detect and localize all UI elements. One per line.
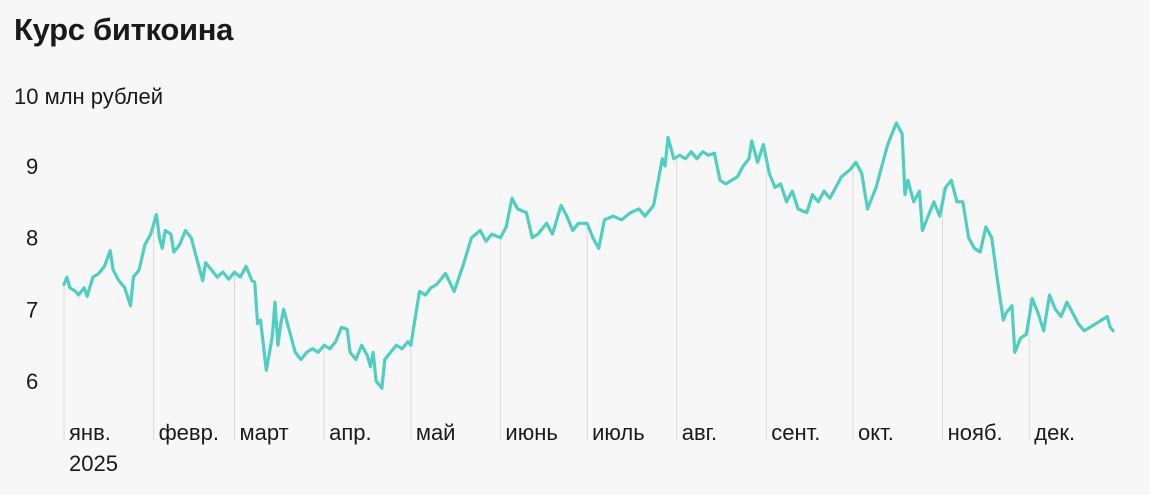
series-line [62, 121, 1115, 390]
x-year-label: 2025 [69, 451, 118, 476]
x-tick-label: март [240, 420, 289, 445]
y-axis: 6 7 8 9 [26, 154, 38, 394]
x-tick-label: янв. [69, 420, 111, 445]
y-tick-label: 9 [26, 154, 38, 179]
y-tick-label: 8 [26, 226, 38, 251]
y-axis-unit-label: 10 млн рублей [14, 84, 164, 109]
x-tick-label: авг. [682, 420, 717, 445]
chart-title: Курс биткоина [14, 12, 234, 47]
x-tick-label: май [416, 420, 456, 445]
x-axis: янв. февр. март апр. май июнь июль авг. сент. окт… [69, 420, 1075, 476]
x-tick-label: июль [592, 420, 645, 445]
x-tick-label: нояб. [948, 420, 1003, 445]
x-tick-label: апр. [329, 420, 372, 445]
x-tick-label: дек. [1034, 420, 1075, 445]
x-tick-label: февр. [159, 420, 219, 445]
x-tick-label: июнь [505, 420, 557, 445]
y-tick-label: 6 [26, 369, 38, 394]
x-tick-label: сент. [771, 420, 820, 445]
month-gridlines [63, 155, 1030, 440]
y-tick-label: 7 [26, 297, 38, 322]
x-tick-label: окт. [858, 420, 894, 445]
